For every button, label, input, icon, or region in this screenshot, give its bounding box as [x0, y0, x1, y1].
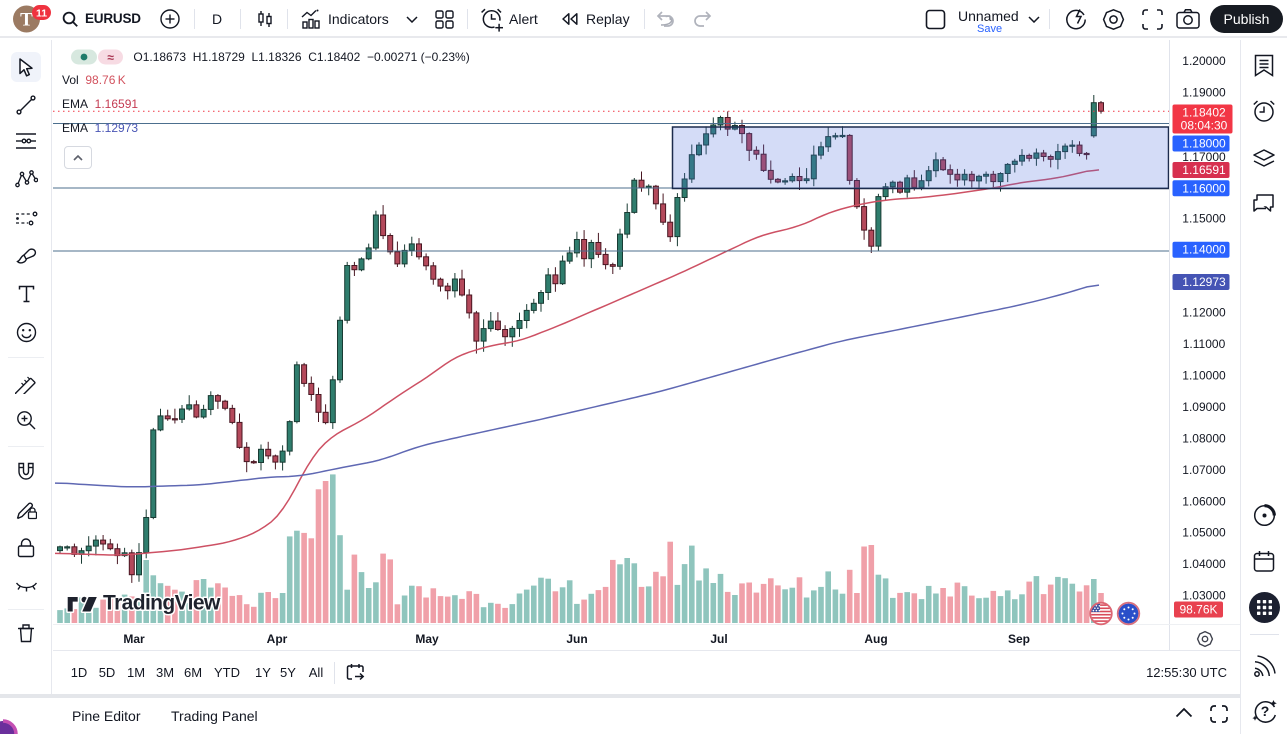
svg-text:1.05000: 1.05000: [1182, 526, 1226, 540]
svg-text:Jun: Jun: [566, 632, 587, 646]
svg-text:98.76K: 98.76K: [1179, 603, 1217, 617]
svg-text:08:04:30: 08:04:30: [1181, 119, 1228, 133]
svg-text:Sep: Sep: [1008, 632, 1030, 646]
svg-text:1.07000: 1.07000: [1182, 463, 1226, 477]
svg-text:May: May: [415, 632, 439, 646]
svg-text:1.12000: 1.12000: [1182, 306, 1226, 320]
svg-text:Apr: Apr: [267, 632, 288, 646]
svg-text:11: 11: [36, 7, 47, 19]
svg-text:TradingView: TradingView: [103, 592, 221, 615]
svg-text:1.03000: 1.03000: [1182, 589, 1226, 603]
svg-text:1.11000: 1.11000: [1183, 337, 1226, 351]
svg-text:1.06000: 1.06000: [1182, 494, 1226, 508]
svg-text:T: T: [20, 10, 33, 31]
svg-text:≈: ≈: [107, 51, 114, 65]
svg-text:1.20000: 1.20000: [1182, 54, 1226, 68]
svg-text:1.10000: 1.10000: [1182, 369, 1226, 383]
svg-text:Mar: Mar: [123, 632, 145, 646]
svg-text:1.08000: 1.08000: [1182, 431, 1226, 445]
svg-text:1.18402: 1.18402: [1182, 106, 1226, 120]
svg-text:1.18000: 1.18000: [1182, 137, 1226, 151]
svg-text:1.16591: 1.16591: [1182, 163, 1226, 177]
svg-text:1.04000: 1.04000: [1182, 557, 1226, 571]
svg-text:1.19000: 1.19000: [1182, 86, 1226, 100]
svg-text:1.09000: 1.09000: [1182, 400, 1226, 414]
svg-text:1.17000: 1.17000: [1182, 150, 1226, 164]
svg-text:1.14000: 1.14000: [1182, 243, 1226, 257]
svg-text:Jul: Jul: [710, 632, 727, 646]
svg-text:Aug: Aug: [864, 632, 887, 646]
svg-text:1.12973: 1.12973: [1182, 275, 1226, 289]
svg-text:?: ?: [1261, 703, 1270, 719]
svg-text:1.16000: 1.16000: [1182, 181, 1226, 195]
svg-text:1.15000: 1.15000: [1182, 211, 1226, 225]
